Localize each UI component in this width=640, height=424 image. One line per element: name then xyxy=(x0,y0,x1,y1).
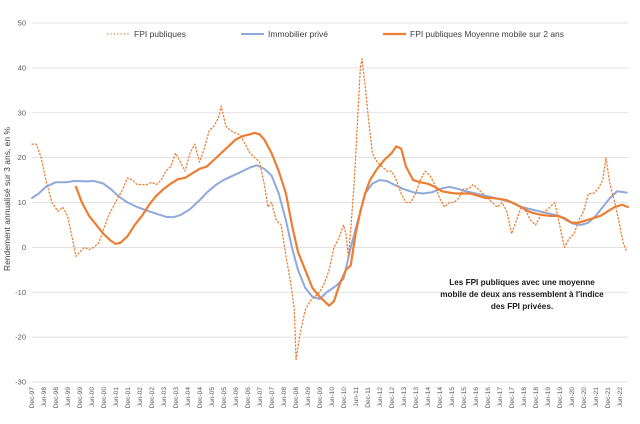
x-tick-label: Jun-15 xyxy=(449,387,456,407)
x-tick-label: Dec-97 xyxy=(29,387,36,409)
series-line-immobilier-prive xyxy=(31,164,628,300)
y-tick-label: 0 xyxy=(22,243,26,252)
x-tick-label: Jun-00 xyxy=(89,387,96,407)
x-tick-label: Jun-17 xyxy=(497,387,504,407)
x-tick-label: Dec-05 xyxy=(221,387,228,409)
y-tick-label: -30 xyxy=(15,378,26,387)
x-tick-label: Jun-03 xyxy=(161,387,168,407)
annotation-line-1: Les FPI publiques avec une moyenne xyxy=(449,278,595,287)
x-tick-label: Jun-99 xyxy=(65,387,72,407)
x-tick-label: Jun-18 xyxy=(521,387,528,407)
x-tick-label: Jun-01 xyxy=(113,387,120,407)
y-tick-label: -10 xyxy=(15,288,26,297)
x-tick-label: Dec-16 xyxy=(485,387,492,409)
legend-label-immobilier-prive: Immobilier privé xyxy=(268,29,328,39)
x-tick-label: Dec-15 xyxy=(461,387,468,409)
x-tick-label: Dec-17 xyxy=(509,387,516,409)
legend-item-immobilier-prive: Immobilier privé xyxy=(241,29,328,39)
x-tick-label: Dec-06 xyxy=(245,387,252,409)
x-tick-label: Jun-04 xyxy=(185,387,192,407)
x-tick-label: Dec-99 xyxy=(77,387,84,409)
y-tick-label: 50 xyxy=(18,19,26,28)
x-tick-label: Jun-14 xyxy=(425,387,432,407)
x-tick-label: Dec-13 xyxy=(413,387,420,409)
x-tick-label: Jun-09 xyxy=(305,387,312,407)
x-tick-label: Jun-21 xyxy=(593,387,600,407)
legend: FPI publiques Immobilier privé FPI publi… xyxy=(107,29,564,39)
x-tick-label: Jun-02 xyxy=(137,387,144,407)
x-tick-label: Jun-20 xyxy=(569,387,576,407)
x-tick-label: Dec-18 xyxy=(533,387,540,409)
x-tick-label: Dec-12 xyxy=(389,387,396,409)
series-line-fpi-publiques xyxy=(31,58,628,361)
x-tick-label: Dec-01 xyxy=(125,387,132,409)
x-tick-label: Jun-11 xyxy=(353,387,360,407)
x-tick-label: Dec-03 xyxy=(173,387,180,409)
x-tick-label: Jun-06 xyxy=(233,387,240,407)
legend-item-moyenne-mobile: FPI publiques Moyenne mobile sur 2 ans xyxy=(383,29,564,39)
y-tick-label: 20 xyxy=(18,153,26,162)
x-tick-label: Jun-08 xyxy=(281,387,288,407)
legend-label-moyenne-mobile: FPI publiques Moyenne mobile sur 2 ans xyxy=(410,29,564,39)
x-tick-label: Jun-16 xyxy=(473,387,480,407)
y-tick-label: 40 xyxy=(18,63,26,72)
x-tick-label: Dec-08 xyxy=(293,387,300,409)
x-tick-label: Dec-09 xyxy=(317,387,324,409)
x-tick-label: Dec-21 xyxy=(605,387,612,409)
x-tick-label: Jun-19 xyxy=(545,387,552,407)
series-lines xyxy=(31,58,630,361)
x-tick-label: Dec-98 xyxy=(53,387,60,409)
x-tick-label: Dec-04 xyxy=(197,387,204,409)
x-tick-label: Jun-13 xyxy=(401,387,408,407)
annotation-line-2: mobile de deux ans ressemblent à l'indic… xyxy=(440,290,604,299)
x-tick-label: Dec-11 xyxy=(365,387,372,408)
y-axis-ticks: -30 -20 -10 0 10 20 30 40 50 xyxy=(15,19,26,387)
x-tick-label: Dec-14 xyxy=(437,387,444,409)
x-tick-label: Jun-12 xyxy=(377,387,384,407)
y-tick-label: 10 xyxy=(18,198,26,207)
x-tick-label: Dec-07 xyxy=(269,387,276,409)
x-tick-label: Dec-02 xyxy=(149,387,156,409)
x-tick-label: Dec-00 xyxy=(101,387,108,409)
x-tick-label: Jun-10 xyxy=(329,387,336,407)
y-tick-label: 30 xyxy=(18,108,26,117)
x-tick-label: Dec-19 xyxy=(557,387,564,409)
x-tick-label: Jun-05 xyxy=(209,387,216,407)
x-tick-label: Dec-20 xyxy=(581,387,588,409)
x-axis-ticks: Dec-97 Jun-98 Dec-98 Jun-99 Dec-99 Jun-00 Dec-… xyxy=(29,387,624,409)
y-axis-title: Rendement annualisé sur 3 ans, en % xyxy=(2,127,12,272)
legend-label-fpi-publiques: FPI publiques xyxy=(134,29,186,39)
series-line-moyenne-mobile xyxy=(74,131,630,307)
legend-item-fpi-publiques: FPI publiques xyxy=(107,29,186,39)
x-tick-label: Dec-10 xyxy=(341,387,348,409)
x-tick-label: Jun-98 xyxy=(41,387,48,407)
x-tick-label: Jun-07 xyxy=(257,387,264,407)
annotation-line-3: des FPI privées. xyxy=(491,302,553,311)
gridlines xyxy=(32,22,628,383)
chart-annotation: Les FPI publiques avec une moyenne mobil… xyxy=(440,278,604,311)
y-tick-label: -20 xyxy=(15,333,26,342)
x-tick-label: Jun-22 xyxy=(617,387,624,407)
